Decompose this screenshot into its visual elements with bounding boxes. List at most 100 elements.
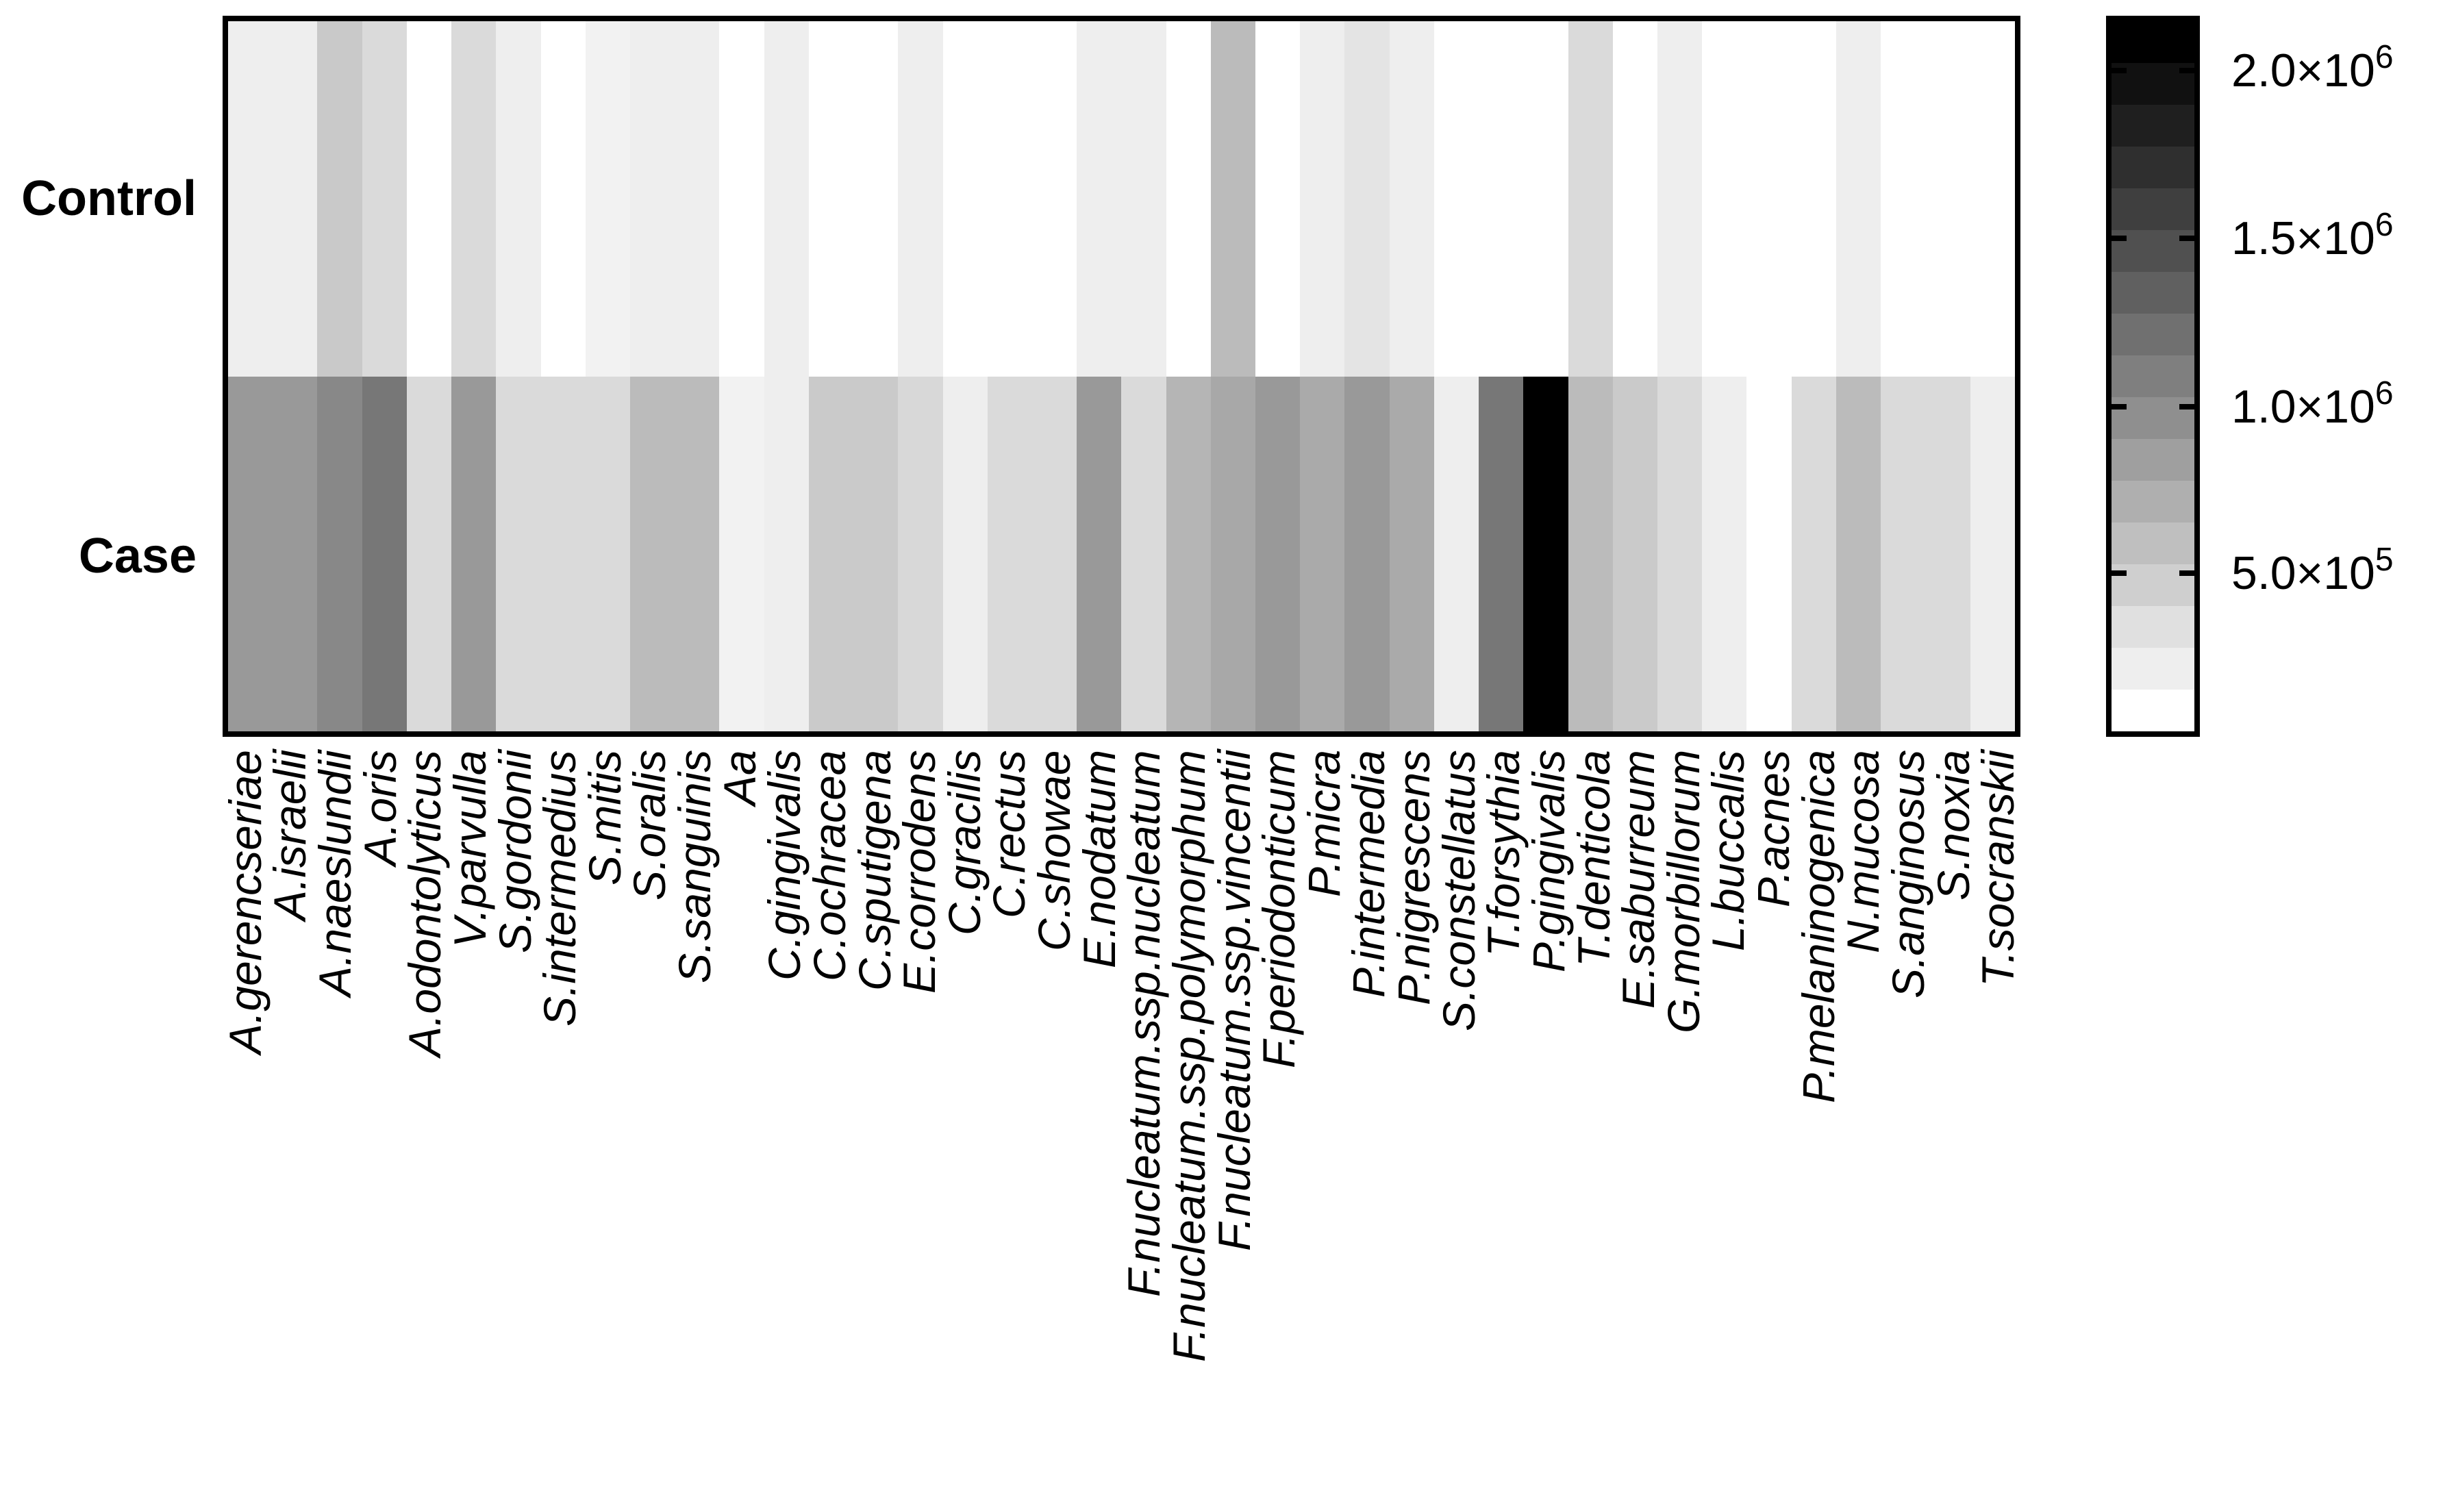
colorbar-tick [2179, 404, 2194, 410]
heatmap-cell [273, 376, 318, 731]
x-axis-label: T.socranskii [1972, 749, 2024, 987]
colorbar-tick [2179, 570, 2194, 576]
colorbar-tick [2112, 236, 2127, 241]
heatmap-cell [987, 21, 1032, 377]
heatmap-cell [987, 376, 1032, 731]
heatmap-cell [362, 21, 407, 377]
heatmap-cell [764, 376, 809, 731]
heatmap-cell [1881, 21, 1926, 377]
heatmap-cell [942, 21, 988, 377]
heatmap-cell [1077, 376, 1122, 731]
heatmap-cell [273, 21, 318, 377]
heatmap-cell [808, 21, 854, 377]
colorbar-band [2112, 147, 2194, 188]
heatmap-cell [1657, 21, 1703, 377]
heatmap-cell [1746, 21, 1792, 377]
colorbar-tick-label: 1.0×106 [2231, 375, 2394, 433]
heatmap-cell [1121, 21, 1166, 377]
heatmap-cell [1166, 21, 1211, 377]
colorbar-band [2112, 21, 2194, 63]
colorbar-band [2112, 690, 2194, 731]
heatmap-cell [898, 376, 943, 731]
heatmap-cell [1344, 376, 1390, 731]
x-axis-label: F.nucleatum.ssp.polymorphum [1163, 750, 1214, 1362]
x-axis-label: A.naeslundii [310, 750, 361, 996]
heatmap-cell [451, 21, 497, 377]
heatmap-cell [317, 376, 362, 731]
x-axis-label: E.saburreum [1613, 750, 1664, 1009]
heatmap-cell [1881, 376, 1926, 731]
x-axis-label: E.corrodens [894, 750, 945, 994]
x-axis-label: S.anginosus [1882, 749, 1933, 998]
heatmap-cell [1389, 21, 1434, 377]
heatmap-cell [1166, 376, 1211, 731]
heatmap-cell [1568, 376, 1613, 731]
heatmap-cell [1702, 376, 1747, 731]
x-axis-label: F.periodonticum [1253, 750, 1305, 1068]
x-axis-label: C.gingivalis [759, 749, 810, 981]
heatmap-cell [1612, 21, 1657, 377]
heatmap-cell [808, 376, 854, 731]
colorbar-band [2112, 188, 2194, 230]
x-axis-label: S.intermedius [534, 750, 586, 1026]
colorbar-tick [2112, 68, 2127, 73]
colorbar-band [2112, 439, 2194, 481]
heatmap-cell [1344, 21, 1390, 377]
heatmap-cell [1836, 21, 1881, 377]
heatmap-cell [853, 376, 899, 731]
heatmap-cell [1836, 376, 1881, 731]
heatmap-cell [1657, 376, 1703, 731]
heatmap-cell [719, 21, 764, 377]
heatmap-cell [1612, 376, 1657, 731]
heatmap-cell [451, 376, 497, 731]
colorbar-tick-label: 1.5×106 [2231, 207, 2394, 264]
heatmap-cell [1479, 21, 1524, 377]
heatmap-cell [629, 21, 675, 377]
heatmap-cell [1970, 376, 2015, 731]
x-axis-label: C.showae [1029, 750, 1080, 952]
heatmap-cell [1791, 376, 1836, 731]
heatmap-row-control [228, 21, 2015, 377]
colorbar-band [2112, 522, 2194, 564]
x-axis-label: F.nucleatum.ssp.nucleatum [1118, 750, 1170, 1297]
colorbar-band [2112, 355, 2194, 397]
x-axis-label: P.acnes [1748, 750, 1799, 907]
x-axis-label: N.mucosa [1838, 749, 1889, 953]
colorbar [2106, 16, 2200, 737]
colorbar-tick-label: 2.0×106 [2231, 39, 2394, 97]
heatmap-cell [1523, 376, 1568, 731]
x-axis-label: P.nigrescens [1388, 749, 1440, 1005]
x-axis-label: T.forsythia [1478, 749, 1529, 957]
heatmap-cell [1702, 21, 1747, 377]
colorbar-band [2112, 606, 2194, 648]
heatmap-cell [1300, 376, 1345, 731]
colorbar-tick [2112, 404, 2127, 410]
heatmap-cell [1925, 376, 1970, 731]
heatmap-cell [362, 376, 407, 731]
x-axis-label: A.odontolyticus [399, 750, 451, 1057]
heatmap-cell [1479, 376, 1524, 731]
heatmap-grid [223, 16, 2020, 737]
heatmap-cell [1433, 21, 1479, 377]
x-axis-label: P.gingivalis [1523, 749, 1574, 972]
heatmap-cell [1791, 21, 1836, 377]
heatmap-cell [853, 21, 899, 377]
heatmap-cell [1077, 21, 1122, 377]
heatmap-cell [1746, 376, 1792, 731]
heatmap-cell [496, 21, 541, 377]
heatmap-cell [406, 21, 452, 377]
heatmap-cell [228, 21, 273, 377]
colorbar-band [2112, 648, 2194, 690]
colorbar-tick-label: 5.0×105 [2231, 542, 2394, 599]
heatmap-cell [1210, 376, 1256, 731]
heatmap-row-case [228, 376, 2015, 731]
row-label-case: Case [78, 529, 197, 583]
heatmap-cell [719, 376, 764, 731]
heatmap-cell [540, 21, 586, 377]
heatmap-cell [1255, 376, 1301, 731]
heatmap-cell [1255, 21, 1301, 377]
heatmap-cell [228, 376, 273, 731]
colorbar-tick [2112, 570, 2127, 576]
heatmap-cell [764, 21, 809, 377]
x-axis-label: V.parvulla [444, 750, 495, 948]
